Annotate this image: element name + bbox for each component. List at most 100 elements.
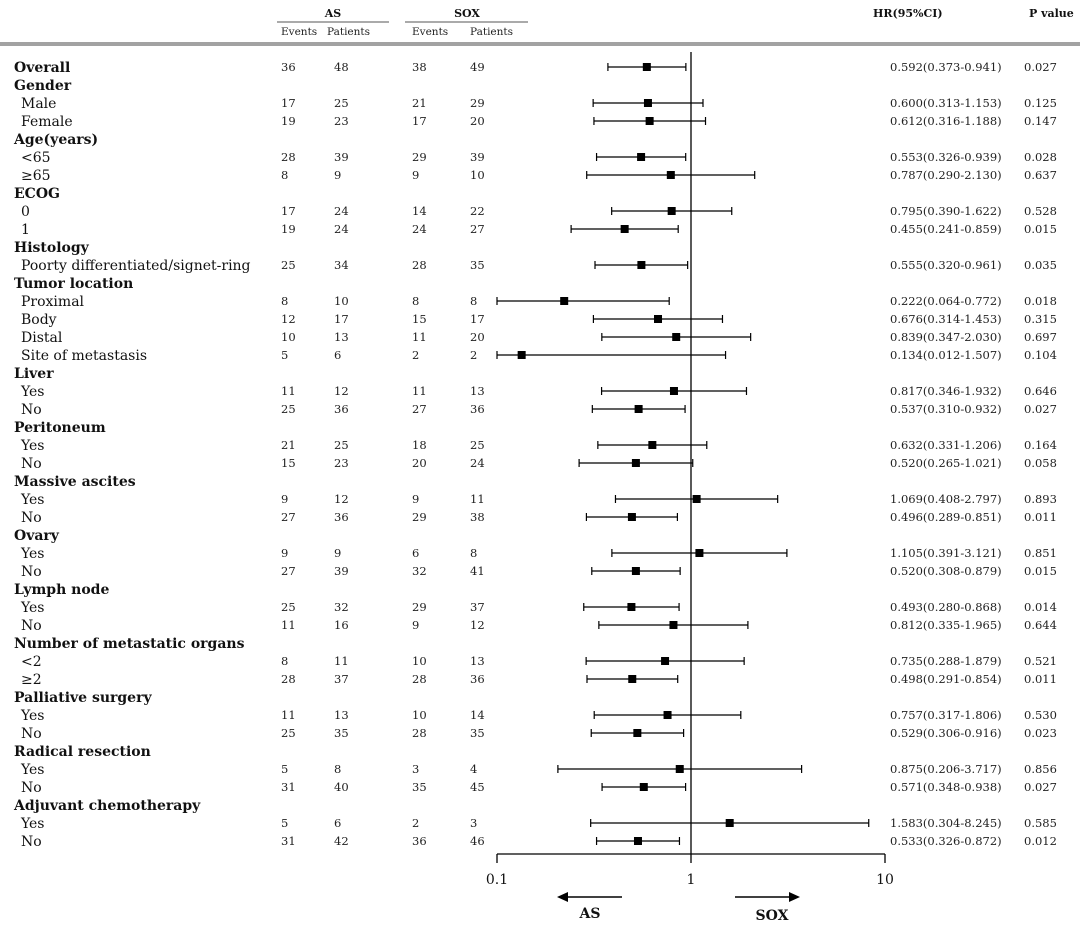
hr-ci-cell: 0.529(0.306-0.916) [890, 726, 1002, 740]
forest-rows: Overall 36 48 38 49 0.592(0.373-0.941) 0.027Ge… [13, 60, 1057, 850]
subgroup-row: No 25 36 27 36 0.537(0.310-0.932) 0.027 [21, 402, 1057, 418]
sox-patients-cell: 3 [470, 816, 477, 830]
p-value-cell: 0.521 [1024, 654, 1057, 668]
as-patients-cell: 32 [334, 600, 349, 614]
sox-events-cell: 21 [412, 96, 427, 110]
sox-patients-cell: 20 [470, 330, 485, 344]
hr-ci-cell: 0.795(0.390-1.622) [890, 204, 1002, 218]
hr-ci-cell: 1.105(0.391-3.121) [890, 546, 1002, 560]
hr-point-marker [643, 99, 652, 107]
as-patients-cell: 12 [334, 492, 349, 506]
p-value-cell: 0.164 [1024, 438, 1057, 452]
sox-patients-cell: 36 [470, 402, 485, 416]
sox-patients-cell: 20 [470, 114, 485, 128]
hr-point-marker [672, 333, 681, 341]
subgroup-row: No 15 23 20 24 0.520(0.265-1.021) 0.058 [21, 456, 1057, 472]
sox-events-cell: 9 [412, 618, 419, 632]
as-patients-cell: 23 [334, 456, 349, 470]
sox-patients-cell: 10 [470, 168, 485, 182]
sox-events-header: Events [412, 26, 448, 38]
sox-patients-cell: 14 [470, 708, 485, 722]
as-patients-cell: 6 [334, 816, 341, 830]
as-patients-cell: 12 [334, 384, 349, 398]
as-patients-cell: 42 [334, 834, 349, 848]
hr-point-marker [666, 171, 675, 179]
as-patients-cell: 34 [334, 258, 349, 272]
as-patients-cell: 10 [334, 294, 349, 308]
p-value-cell: 0.018 [1024, 294, 1057, 308]
sox-patients-cell: 35 [470, 726, 485, 740]
row-label: Site of metastasis [21, 348, 147, 364]
sox-patients-cell: 41 [470, 564, 485, 578]
hr-ci-cell: 0.787(0.290-2.130) [890, 168, 1002, 182]
hr-point-marker [669, 621, 678, 629]
hr-point-marker [692, 495, 701, 503]
hr-ci-cell: 0.839(0.347-2.030) [890, 330, 1002, 344]
sox-patients-cell: 4 [470, 762, 477, 776]
hr-ci-cell: 0.553(0.326-0.939) [890, 150, 1002, 164]
as-patients-cell: 25 [334, 96, 349, 110]
row-label: 0 [21, 204, 30, 220]
subgroup-header-row: Radical resection [14, 744, 151, 760]
sox-events-cell: 8 [412, 294, 419, 308]
as-patients-cell: 11 [334, 654, 349, 668]
sox-events-cell: 9 [412, 492, 419, 506]
hr-ci-cell: 1.069(0.408-2.797) [890, 492, 1002, 506]
sox-events-cell: 36 [412, 834, 427, 848]
hr-ci-cell: 0.632(0.331-1.206) [890, 438, 1002, 452]
hr-point-marker [633, 837, 642, 845]
subgroup-row: ≥65 8 9 9 10 0.787(0.290-2.130) 0.637 [21, 168, 1057, 184]
row-label: No [21, 834, 42, 850]
subgroup-header-row: Overall 36 48 38 49 0.592(0.373-0.941) 0.027 [14, 60, 1057, 76]
sox-patients-cell: 12 [470, 618, 485, 632]
arrow-right-icon [789, 892, 800, 902]
as-events-cell: 17 [281, 96, 296, 110]
hr-point-marker [648, 441, 657, 449]
subgroup-row: Yes 21 25 18 25 0.632(0.331-1.206) 0.164 [20, 438, 1057, 454]
sox-events-cell: 11 [412, 330, 427, 344]
sox-events-cell: 38 [412, 60, 427, 74]
hr-point-marker [675, 765, 684, 773]
sox-events-cell: 29 [412, 600, 427, 614]
p-value-header: P value [1029, 7, 1074, 20]
hr-ci-cell: 0.520(0.265-1.021) [890, 456, 1002, 470]
sox-events-cell: 28 [412, 258, 427, 272]
as-events-cell: 8 [281, 654, 288, 668]
hr-ci-cell: 0.134(0.012-1.507) [890, 348, 1002, 362]
subgroup-header-row: ECOG [14, 186, 60, 202]
subgroup-row: Male 17 25 21 29 0.600(0.313-1.153) 0.125 [21, 96, 1057, 112]
p-value-cell: 0.646 [1024, 384, 1057, 398]
sox-events-cell: 20 [412, 456, 427, 470]
x-tick-label: 1 [687, 872, 696, 888]
row-label: No [21, 564, 42, 580]
as-events-cell: 5 [281, 816, 288, 830]
row-label: Yes [20, 816, 45, 832]
hr-ci-cell: 0.875(0.206-3.717) [890, 762, 1002, 776]
as-patients-cell: 25 [334, 438, 349, 452]
subgroup-row: No 27 39 32 41 0.520(0.308-0.879) 0.015 [21, 564, 1057, 580]
sox-patients-cell: 8 [470, 546, 477, 560]
as-events-cell: 8 [281, 294, 288, 308]
as-events-cell: 11 [281, 384, 296, 398]
p-value-cell: 0.015 [1024, 564, 1057, 578]
as-patients-cell: 48 [334, 60, 349, 74]
row-label: Yes [20, 708, 45, 724]
hr-point-marker [695, 549, 704, 557]
p-value-cell: 0.697 [1024, 330, 1057, 344]
x-tick-label: 0.1 [486, 872, 508, 888]
sox-events-cell: 18 [412, 438, 427, 452]
hr-ci-cell: 0.812(0.335-1.965) [890, 618, 1002, 632]
subgroup-header-row: Ovary [14, 528, 60, 544]
row-label: Massive ascites [14, 474, 136, 490]
row-label: Age(years) [13, 132, 98, 148]
as-events-cell: 31 [281, 834, 296, 848]
p-value-cell: 0.147 [1024, 114, 1057, 128]
hr-ci-cell: 0.493(0.280-0.868) [890, 600, 1002, 614]
as-events-cell: 28 [281, 672, 296, 686]
as-events-cell: 9 [281, 546, 288, 560]
sox-events-cell: 24 [412, 222, 427, 236]
subgroup-row: No 31 40 35 45 0.571(0.348-0.938) 0.027 [21, 780, 1057, 796]
row-label: Poorty differentiated/signet-ring [21, 258, 251, 274]
